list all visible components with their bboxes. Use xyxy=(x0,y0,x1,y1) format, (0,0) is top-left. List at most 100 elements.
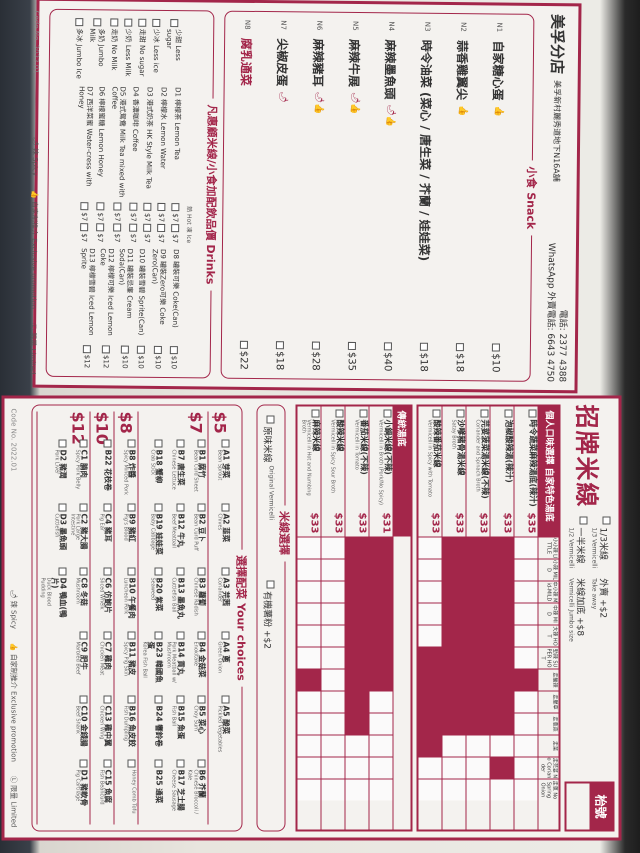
choice-item[interactable]: B3 蘿蔔 Chinese Radish xyxy=(186,567,207,626)
option-cell[interactable] xyxy=(442,778,466,801)
option-cell[interactable] xyxy=(418,624,442,647)
option-cell[interactable] xyxy=(321,778,345,801)
checkbox[interactable] xyxy=(456,409,465,418)
checkbox[interactable] xyxy=(221,695,230,704)
option-cell[interactable] xyxy=(297,734,321,757)
choice-item[interactable]: B23 韓國魚蛋 Korea Fish Ball xyxy=(141,631,164,690)
choice-item[interactable]: C8 冬菇 Mushroom xyxy=(69,567,89,626)
checkbox[interactable] xyxy=(311,409,320,418)
table-number-box[interactable]: 枱號 xyxy=(564,781,615,832)
option-cell[interactable] xyxy=(297,580,321,603)
choice-item[interactable]: B16 魚皮餃 Fish Dumpling xyxy=(117,695,137,754)
checkbox[interactable] xyxy=(221,567,230,576)
option-cell[interactable] xyxy=(418,558,442,581)
checkbox[interactable] xyxy=(93,18,102,27)
option-cell[interactable] xyxy=(466,756,490,779)
option-cell[interactable] xyxy=(321,580,345,603)
option-cell[interactable] xyxy=(418,602,442,625)
option-cell[interactable] xyxy=(369,712,393,735)
choice-item[interactable]: C1 腩肉 Spicy Pork Belly xyxy=(69,439,89,498)
choice-item[interactable]: B25 通菜 xyxy=(141,759,164,818)
choice-item[interactable]: Honey Comb Tofu xyxy=(117,759,137,818)
choice-item[interactable]: B20 紫菜 Seaweed xyxy=(141,567,164,626)
option-cell[interactable] xyxy=(514,712,538,735)
checkbox[interactable] xyxy=(80,759,88,768)
option-cell[interactable] xyxy=(297,558,321,581)
option-cell[interactable] xyxy=(297,536,321,559)
checkbox[interactable] xyxy=(221,503,230,512)
checkbox[interactable] xyxy=(104,503,112,512)
checkbox[interactable] xyxy=(128,759,136,768)
checkbox[interactable] xyxy=(197,695,206,704)
checkbox[interactable] xyxy=(155,439,163,448)
checkbox[interactable] xyxy=(143,223,152,232)
option-cell[interactable] xyxy=(418,778,442,801)
option-cell[interactable] xyxy=(321,624,345,647)
checkbox[interactable] xyxy=(104,567,112,576)
checkbox[interactable] xyxy=(124,18,133,27)
option-cell[interactable] xyxy=(418,580,442,603)
choice-item[interactable]: B15 魚蛋 Fish Ball xyxy=(165,695,185,754)
option-cell[interactable] xyxy=(418,756,442,779)
checkbox[interactable] xyxy=(170,345,179,354)
choice-item[interactable]: C2 豬大腸 Pork Large Intestine xyxy=(69,503,89,562)
checkbox[interactable] xyxy=(176,439,185,448)
checkbox[interactable] xyxy=(155,695,163,704)
option-cell[interactable] xyxy=(514,558,538,581)
checkbox[interactable] xyxy=(419,342,428,351)
option-cell[interactable] xyxy=(321,756,345,779)
choice-item[interactable]: B17 芝士腸 Cheese Sausage xyxy=(165,759,185,818)
choice-item[interactable]: B13 墨魚丸 Cuttlefish Ball xyxy=(165,567,185,626)
checkbox[interactable] xyxy=(359,409,368,418)
checkbox[interactable] xyxy=(110,18,119,27)
choice-item[interactable]: D4 鴨血(鴨片) Duck Blood Pudding xyxy=(39,567,68,626)
option-cell[interactable] xyxy=(369,690,393,713)
checkbox[interactable] xyxy=(491,343,500,352)
option-cell[interactable] xyxy=(514,734,538,757)
option-cell[interactable] xyxy=(369,778,393,801)
checkbox[interactable] xyxy=(383,342,392,351)
choice-item[interactable]: C6 仿鮑片 Sliced Whelk xyxy=(93,567,113,626)
checkbox[interactable] xyxy=(104,759,112,768)
choice-item[interactable]: A2 韮菜 Chives xyxy=(211,503,231,562)
checkbox[interactable] xyxy=(137,345,146,354)
option-cell[interactable] xyxy=(514,580,538,603)
checkbox[interactable] xyxy=(221,439,230,448)
checkbox[interactable] xyxy=(171,224,180,233)
option-cell[interactable] xyxy=(297,778,321,801)
checkbox[interactable] xyxy=(58,567,67,576)
checkbox[interactable] xyxy=(170,19,179,28)
checkbox[interactable] xyxy=(432,409,441,418)
choice-item[interactable]: B19 娃娃菜 Baby Cabbage xyxy=(141,503,164,562)
choice-item[interactable]: B4 金菇菜 Enokitake xyxy=(186,631,207,690)
checkbox[interactable] xyxy=(239,340,248,349)
choice-item[interactable]: B7 唐生菜 Chinese Lettuce xyxy=(165,439,185,498)
checkbox[interactable] xyxy=(80,439,88,448)
checkbox[interactable] xyxy=(197,759,206,768)
option-cell[interactable] xyxy=(514,690,538,713)
choice-item[interactable]: B6 芥蘭 Chinese Broccoli / Kale xyxy=(186,759,207,818)
choice-item[interactable]: A1 芽菜 Bean Sprout xyxy=(211,439,231,498)
checkbox[interactable] xyxy=(104,439,112,448)
checkbox[interactable] xyxy=(155,759,163,768)
option-cell[interactable] xyxy=(297,602,321,625)
checkbox[interactable] xyxy=(58,503,67,512)
choice-item[interactable]: B9 豬紅 Pig's Blood xyxy=(117,503,137,562)
choice-item[interactable]: B2 豆卜 Bean Curd Puff xyxy=(186,503,207,562)
checkbox[interactable] xyxy=(197,631,206,640)
option-cell[interactable] xyxy=(297,646,321,669)
choice-item[interactable]: B14 貢丸 Pork Meatball w/ Mushroom xyxy=(165,631,185,690)
option-cell[interactable] xyxy=(442,756,466,779)
option-cell[interactable] xyxy=(418,536,442,559)
checkbox[interactable] xyxy=(75,18,84,27)
choice-item[interactable]: A5 酸菜 Pickled Vegetables xyxy=(211,695,231,754)
checkbox[interactable] xyxy=(176,631,185,640)
checkbox[interactable] xyxy=(528,409,537,418)
checkbox[interactable] xyxy=(138,18,147,27)
choice-item[interactable]: C10 金錢腸 Beef Shank xyxy=(69,695,89,754)
checkbox[interactable] xyxy=(157,224,166,233)
option-cell[interactable] xyxy=(321,646,345,669)
checkbox[interactable] xyxy=(128,439,136,448)
choice-item[interactable]: B22 花枝卷 xyxy=(93,439,113,498)
checkbox[interactable] xyxy=(58,439,67,448)
